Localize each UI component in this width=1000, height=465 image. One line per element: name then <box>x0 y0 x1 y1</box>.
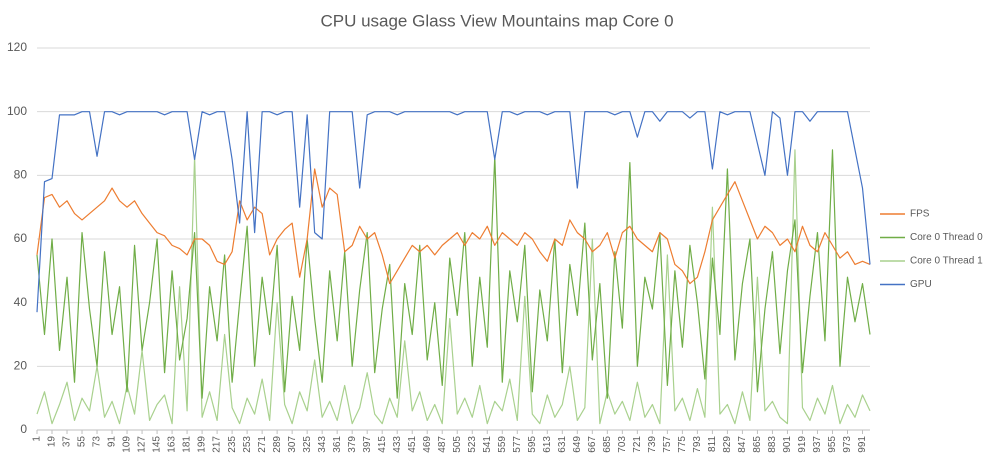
legend-label: Core 0 Thread 1 <box>910 256 983 267</box>
x-tick-label: 703 <box>617 436 628 453</box>
series-line <box>36 149 871 399</box>
x-tick-label: 793 <box>692 436 703 453</box>
y-tick-label: 0 <box>20 422 27 436</box>
x-tick-label: 883 <box>767 436 778 453</box>
x-tick-label: 217 <box>212 436 223 453</box>
legend-label: FPS <box>910 209 930 220</box>
x-tick-label: 631 <box>557 436 568 453</box>
x-tick-label: 433 <box>392 436 403 453</box>
x-tick-label: 379 <box>347 436 358 453</box>
x-tick-label: 901 <box>782 436 793 453</box>
series-line <box>36 149 871 425</box>
x-tick-label: 721 <box>632 436 643 453</box>
x-tick-label: 163 <box>167 436 178 453</box>
x-tick-label: 199 <box>197 436 208 453</box>
x-tick-label: 505 <box>452 436 463 453</box>
y-tick-label: 120 <box>7 40 27 54</box>
x-tick-label: 271 <box>257 436 268 453</box>
x-tick-label: 235 <box>227 436 238 453</box>
x-tick-label: 667 <box>587 436 598 453</box>
x-tick-label: 1 <box>32 436 43 442</box>
x-tick-label: 469 <box>422 436 433 453</box>
x-tick-label: 55 <box>77 436 88 448</box>
x-tick-label: 19 <box>47 436 58 448</box>
y-tick-label: 20 <box>14 359 28 373</box>
series-line <box>36 168 871 285</box>
y-tick-label: 60 <box>14 231 28 245</box>
x-tick-label: 325 <box>302 436 313 453</box>
x-tick-label: 559 <box>497 436 508 453</box>
x-tick-label: 541 <box>482 436 493 453</box>
x-tick-label: 919 <box>797 436 808 453</box>
x-tick-label: 973 <box>842 436 853 453</box>
series-line <box>36 111 871 313</box>
x-tick-label: 739 <box>647 436 658 453</box>
x-tick-label: 955 <box>827 436 838 453</box>
x-tick-label: 847 <box>737 436 748 453</box>
x-tick-label: 523 <box>467 436 478 453</box>
x-tick-label: 289 <box>272 436 283 453</box>
x-tick-label: 343 <box>317 436 328 453</box>
x-tick-label: 73 <box>92 436 103 448</box>
x-tick-label: 613 <box>542 436 553 453</box>
x-tick-label: 757 <box>662 436 673 453</box>
legend-label: Core 0 Thread 0 <box>910 232 983 243</box>
x-tick-label: 145 <box>152 436 163 453</box>
x-tick-label: 649 <box>572 436 583 453</box>
y-tick-label: 40 <box>14 295 28 309</box>
x-tick-label: 937 <box>812 436 823 453</box>
x-tick-label: 397 <box>362 436 373 453</box>
chart-title: CPU usage Glass View Mountains map Core … <box>320 11 673 30</box>
x-tick-label: 307 <box>287 436 298 453</box>
x-tick-label: 829 <box>722 436 733 453</box>
x-tick-label: 127 <box>137 436 148 453</box>
x-tick-label: 775 <box>677 436 688 453</box>
x-tick-label: 595 <box>527 436 538 453</box>
x-tick-label: 91 <box>107 436 118 448</box>
x-tick-label: 991 <box>857 436 868 453</box>
x-tick-label: 181 <box>182 436 193 453</box>
x-tick-label: 685 <box>602 436 613 453</box>
x-tick-label: 415 <box>377 436 388 453</box>
x-tick-label: 109 <box>122 436 133 453</box>
x-tick-label: 253 <box>242 436 253 453</box>
y-tick-label: 100 <box>7 104 27 118</box>
x-tick-label: 361 <box>332 436 343 453</box>
x-tick-label: 577 <box>512 436 523 453</box>
x-tick-label: 811 <box>707 436 718 452</box>
x-tick-label: 37 <box>62 436 73 448</box>
y-tick-label: 80 <box>14 168 28 182</box>
x-tick-label: 487 <box>437 436 448 453</box>
x-tick-label: 865 <box>752 436 763 453</box>
legend-label: GPU <box>910 279 932 290</box>
x-tick-label: 451 <box>407 436 418 453</box>
